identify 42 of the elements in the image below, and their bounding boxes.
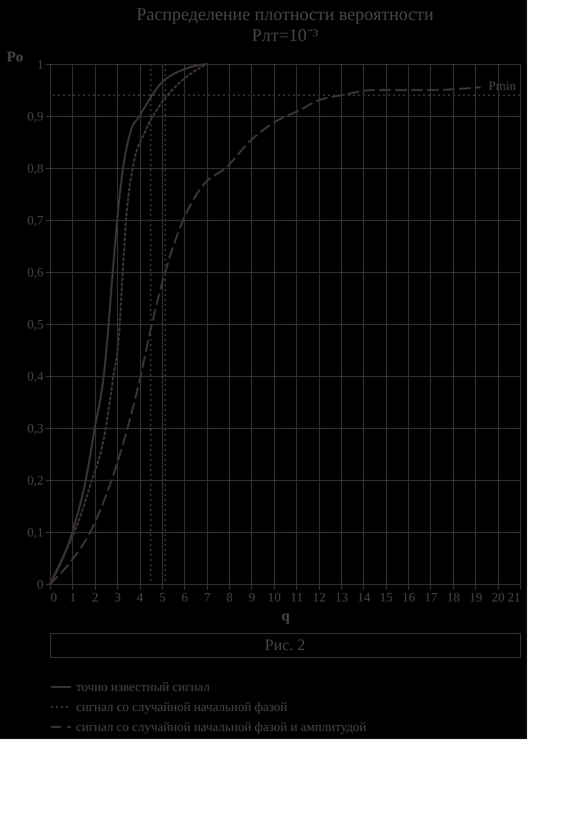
x-tick-label: 17 [424, 590, 438, 604]
chart-subtitle: Pлт=10⁻³ [252, 25, 319, 45]
x-tick-label: 11 [290, 590, 303, 604]
legend-label: точно известный сигнал [76, 679, 210, 694]
x-tick-label: 9 [248, 590, 256, 604]
x-tick-label: 12 [312, 590, 326, 604]
x-tick-label: 8 [226, 590, 233, 604]
y-tick-label: 0 [37, 576, 44, 592]
x-tick-label: 1 [70, 590, 76, 604]
y-tick-label: 0,7 [27, 212, 44, 228]
x-tick-label: 3 [114, 590, 121, 604]
y-tick-label: 0,1 [27, 524, 44, 540]
x-tick-label: 15 [380, 590, 393, 604]
legend-label: сигнал со случайной начальной фазой и амплитудой [76, 719, 366, 734]
y-axis-title: Pо [6, 50, 24, 66]
x-tick-label: 21 [508, 590, 520, 604]
y-tick-label: 1 [37, 56, 44, 72]
x-tick-label: 20 [492, 590, 505, 604]
x-tick-label: 0 [50, 590, 57, 604]
x-tick-label: 19 [469, 590, 482, 604]
y-tick-label: 0,6 [27, 264, 44, 280]
x-tick-label: 13 [334, 590, 348, 604]
y-tick-label: 0,3 [27, 420, 44, 436]
ref-line-label: Pmin [488, 78, 516, 94]
x-tick-label: 4 [136, 590, 144, 604]
y-tick-label: 0,5 [27, 316, 44, 332]
x-tick-label: 2 [92, 590, 99, 604]
y-tick-label: 0,8 [27, 160, 44, 176]
legend-label: сигнал со случайной начальной фазой [76, 699, 288, 714]
x-tick-label: 7 [204, 590, 211, 604]
x-axis-title: q [281, 608, 290, 624]
x-tick-label: 5 [159, 590, 166, 604]
text: Рис. 2 [264, 637, 306, 654]
x-tick-label: 14 [357, 590, 371, 604]
y-tick-label: 0,2 [27, 472, 44, 488]
y-tick-label: 0,4 [27, 368, 44, 384]
x-tick-label: 18 [446, 590, 460, 604]
x-tick-label: 10 [268, 590, 281, 604]
x-tick-label: 16 [402, 590, 416, 604]
x-tick-label: 6 [182, 590, 189, 604]
y-tick-label: 0,9 [27, 108, 44, 124]
chart-title: Распределение плотности вероятности [136, 4, 434, 24]
